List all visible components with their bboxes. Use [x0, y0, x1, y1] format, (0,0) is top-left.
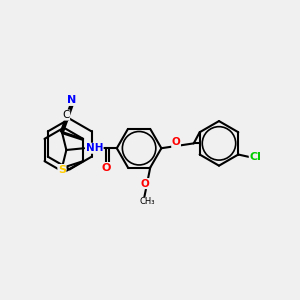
Text: C: C [62, 110, 70, 120]
Text: NH: NH [85, 143, 103, 153]
Text: CH₃: CH₃ [139, 197, 154, 206]
Text: Cl: Cl [249, 152, 261, 163]
Text: N: N [67, 95, 76, 105]
Text: O: O [141, 178, 149, 189]
Text: O: O [102, 163, 111, 172]
Text: O: O [172, 137, 181, 148]
Text: S: S [58, 164, 66, 175]
